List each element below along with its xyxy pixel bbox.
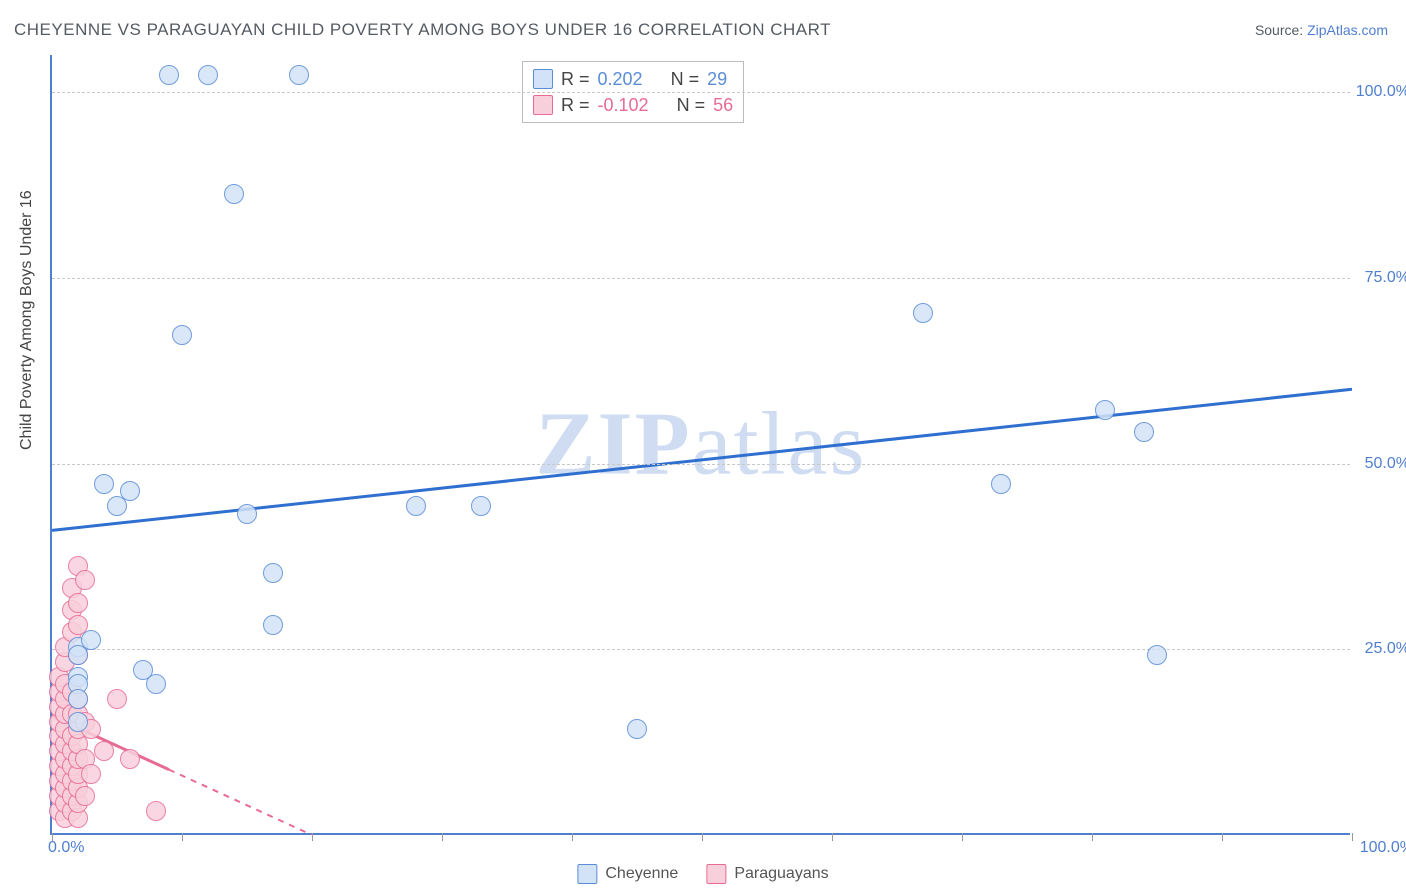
data-point [107,689,127,709]
x-tick [442,833,443,841]
x-tick [312,833,313,841]
gridline [52,92,1350,93]
swatch-icon [577,864,597,884]
x-tick [182,833,183,841]
x-tick [572,833,573,841]
legend-item-paraguayans: Paraguayans [706,864,828,884]
data-point [913,303,933,323]
gridline [52,278,1350,279]
x-tick [832,833,833,841]
legend-row-paraguayans: R = -0.102 N = 56 [533,92,733,118]
swatch-icon [533,69,553,89]
data-point [75,570,95,590]
data-point [75,786,95,806]
plot-area: ZIPatlas R = 0.202 N = 29 R = -0.102 N =… [50,55,1350,835]
data-point [94,474,114,494]
y-tick-label: 50.0% [1365,455,1406,473]
y-axis-label: Child Poverty Among Boys Under 16 [18,190,36,450]
data-point [68,593,88,613]
data-point [172,325,192,345]
data-point [1147,645,1167,665]
data-point [224,184,244,204]
x-axis-label-max: 100.0% [1360,839,1406,857]
data-point [263,563,283,583]
y-tick-label: 75.0% [1365,269,1406,287]
data-point [263,615,283,635]
data-point [146,801,166,821]
data-point [81,764,101,784]
watermark: ZIPatlas [536,393,867,496]
data-point [289,65,309,85]
chart-title: CHEYENNE VS PARAGUAYAN CHILD POVERTY AMO… [14,20,831,40]
x-tick [962,833,963,841]
data-point [471,496,491,516]
data-point [68,712,88,732]
source-label: Source: ZipAtlas.com [1255,22,1388,38]
swatch-icon [533,95,553,115]
gridline [52,464,1350,465]
chart-container: CHEYENNE VS PARAGUAYAN CHILD POVERTY AMO… [0,0,1406,892]
data-point [159,65,179,85]
data-point [627,719,647,739]
trend-lines [52,55,1352,835]
legend-item-cheyenne: Cheyenne [577,864,678,884]
y-tick-label: 100.0% [1356,83,1406,101]
data-point [120,481,140,501]
x-tick [702,833,703,841]
x-tick [52,833,53,841]
x-axis-label-min: 0.0% [48,839,84,857]
data-point [68,689,88,709]
data-point [81,630,101,650]
source-link[interactable]: ZipAtlas.com [1307,22,1388,38]
legend-row-cheyenne: R = 0.202 N = 29 [533,66,733,92]
y-tick-label: 25.0% [1365,640,1406,658]
data-point [237,504,257,524]
series-legend: Cheyenne Paraguayans [577,864,828,884]
data-point [198,65,218,85]
x-tick [1222,833,1223,841]
x-tick [1092,833,1093,841]
data-point [94,741,114,761]
swatch-icon [706,864,726,884]
data-point [991,474,1011,494]
data-point [120,749,140,769]
data-point [406,496,426,516]
data-point [1134,422,1154,442]
x-tick [1352,833,1353,841]
data-point [146,674,166,694]
data-point [1095,400,1115,420]
